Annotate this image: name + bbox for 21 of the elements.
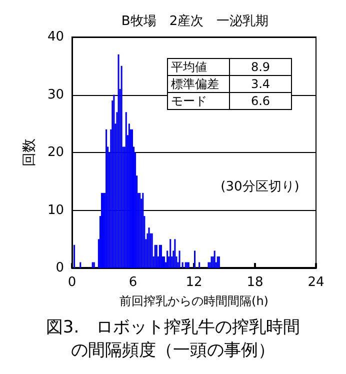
annotation: 平均値 xyxy=(168,58,230,76)
y-tick-label: 10 xyxy=(47,202,64,218)
x-tick-label: 18 xyxy=(246,275,264,290)
y-tick-label: 40 xyxy=(47,30,64,44)
annotation: モード xyxy=(168,92,230,110)
annotation: 標準偏差 xyxy=(168,76,230,92)
x-tick-label: 12 xyxy=(186,275,202,290)
chart-title: B牧場 2産次 一泌乳期 xyxy=(121,13,269,29)
x-tick-label: 24 xyxy=(308,275,324,290)
annotation: 8.9 xyxy=(230,58,292,76)
y-tick-label: 20 xyxy=(47,145,64,160)
y-axis-title: 回数 xyxy=(22,138,38,166)
x-tick-label: 6 xyxy=(128,275,138,290)
y-tick-label: 30 xyxy=(47,87,64,102)
annotation: 3.4 xyxy=(230,76,292,92)
x-tick-label: 0 xyxy=(68,275,76,290)
annotation: (30分区切り) xyxy=(220,180,300,194)
x-axis-title: 前回搾乳からの時間間隔(h) xyxy=(120,294,268,308)
caption: 図3. ロボット搾乳牛の搾乳時間の間隔頻度（一頭の事例） xyxy=(46,318,300,360)
y-tick-label: 0 xyxy=(56,260,64,276)
annotation: 6.6 xyxy=(230,92,292,110)
